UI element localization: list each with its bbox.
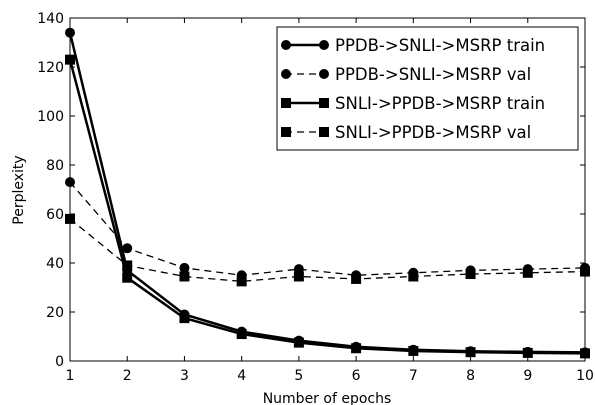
y-tick-label: 120 (37, 60, 64, 76)
legend-label: SNLI->PPDB->MSRP train (335, 94, 545, 113)
series-3 (65, 214, 590, 286)
x-tick-label: 10 (576, 368, 594, 384)
x-tick-label: 3 (180, 368, 189, 384)
data-point (294, 338, 304, 348)
data-point (237, 329, 247, 339)
x-tick-label: 1 (66, 368, 75, 384)
legend-label: SNLI->PPDB->MSRP val (335, 123, 531, 142)
legend-marker (319, 98, 329, 108)
data-point (237, 276, 247, 286)
legend-marker (281, 98, 291, 108)
data-point (179, 263, 189, 273)
data-point (294, 271, 304, 281)
y-tick-label: 100 (37, 109, 64, 125)
data-point (351, 274, 361, 284)
series-1 (65, 177, 590, 280)
x-tick-label: 6 (352, 368, 361, 384)
y-tick-label: 60 (46, 207, 64, 223)
legend-marker (281, 40, 291, 50)
legend-label: PPDB->SNLI->MSRP val (335, 65, 531, 84)
data-point (351, 343, 361, 353)
legend-marker (319, 127, 329, 137)
legend: PPDB->SNLI->MSRP train PPDB->SNLI->MSRP v… (277, 27, 578, 150)
legend-marker (319, 69, 329, 79)
data-point (122, 273, 132, 283)
x-tick-label: 9 (523, 368, 532, 384)
data-point (523, 268, 533, 278)
data-point (408, 346, 418, 356)
data-point (179, 313, 189, 323)
y-tick-label: 0 (55, 354, 64, 370)
data-point (408, 271, 418, 281)
data-point (179, 271, 189, 281)
data-point (122, 260, 132, 270)
series-line (70, 182, 585, 275)
y-tick-label: 80 (46, 158, 64, 174)
y-tick-label: 140 (37, 11, 64, 27)
x-axis-label: Number of epochs (263, 391, 392, 405)
x-tick-label: 2 (123, 368, 132, 384)
x-tick-label: 7 (409, 368, 418, 384)
legend-marker (281, 69, 291, 79)
data-point (466, 269, 476, 279)
y-tick-label: 20 (46, 305, 64, 321)
y-tick-label: 40 (46, 256, 64, 272)
x-tick-label: 5 (294, 368, 303, 384)
data-point (122, 243, 132, 253)
y-axis-label: Perplexity (11, 155, 27, 224)
legend-marker (281, 127, 291, 137)
data-point (466, 347, 476, 357)
x-tick-label: 4 (237, 368, 246, 384)
x-tick-label: 8 (466, 368, 475, 384)
legend-marker (319, 40, 329, 50)
legend-label: PPDB->SNLI->MSRP train (335, 36, 545, 55)
